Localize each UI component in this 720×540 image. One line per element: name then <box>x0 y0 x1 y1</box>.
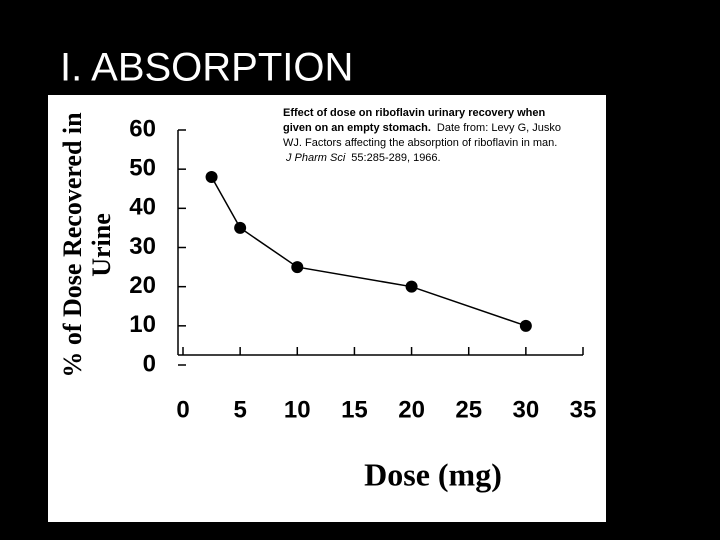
annotation-text: WJ. Factors affecting the absorption of … <box>283 137 557 149</box>
annotation: given on an empty stomach. Date from: Lev… <box>283 122 561 134</box>
x-tick-label: 20 <box>398 396 425 423</box>
annotation: WJ. Factors affecting the absorption of … <box>283 137 557 149</box>
data-point <box>291 261 304 274</box>
data-point <box>234 221 247 234</box>
annotation-text: given on an empty stomach. <box>283 122 431 134</box>
x-axis-label: Dose (mg) <box>364 456 502 492</box>
data-point <box>405 280 418 293</box>
x-tick-label: 0 <box>176 396 189 423</box>
chart-panel <box>48 95 606 522</box>
x-tick-label: 5 <box>233 396 246 423</box>
y-tick-label: 40 <box>129 194 156 221</box>
y-tick-label: 50 <box>129 155 156 182</box>
slide-title: I. ABSORPTION <box>60 46 353 90</box>
x-tick-label: 10 <box>284 396 311 423</box>
annotation: J Pharm Sci 55:285-289, 1966. <box>285 152 441 164</box>
y-tick-label: 60 <box>129 115 156 142</box>
data-point <box>519 319 532 332</box>
y-tick-label: 20 <box>129 272 156 299</box>
annotation-text: Effect of dose on riboflavin urinary rec… <box>283 107 546 119</box>
x-tick-label: 35 <box>570 396 597 423</box>
y-tick-label: 0 <box>143 350 156 377</box>
y-axis-label: % of Dose Recovered in <box>58 112 87 378</box>
annotation: Effect of dose on riboflavin urinary rec… <box>283 107 546 119</box>
annotation-text: 55:285-289, 1966. <box>351 152 440 164</box>
x-tick-label: 25 <box>455 396 482 423</box>
annotation-text: Date from: Levy G, Jusko <box>437 122 561 134</box>
y-tick-label: 10 <box>129 311 156 338</box>
x-tick-label: 15 <box>341 396 368 423</box>
annotation-text: J Pharm Sci <box>285 152 346 164</box>
y-axis-label: Urine <box>87 213 116 277</box>
x-tick-label: 30 <box>513 396 540 423</box>
data-point <box>205 171 218 183</box>
y-tick-label: 30 <box>129 233 156 260</box>
